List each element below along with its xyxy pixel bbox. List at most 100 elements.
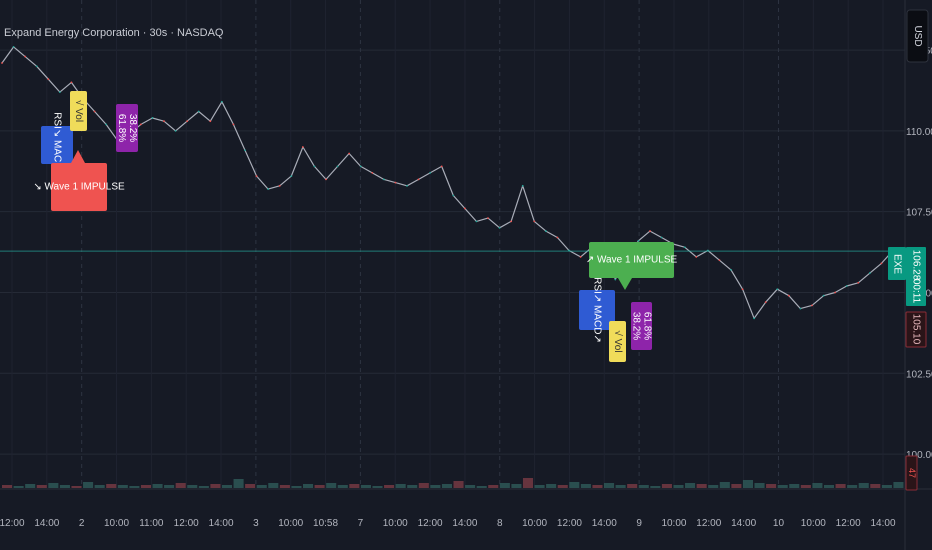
x-tick-label: 10:00 <box>801 518 826 529</box>
volume-bar <box>152 484 163 488</box>
volume-badge-label: 47 <box>907 468 917 478</box>
volume-bar <box>488 485 499 488</box>
price-point <box>544 230 547 232</box>
currency-button[interactable]: USD <box>906 9 929 63</box>
x-tick-label: 10:00 <box>661 518 686 529</box>
annotation-bg <box>609 321 626 362</box>
volume-bar <box>685 483 696 488</box>
annotation-box: √ Vol <box>70 91 87 131</box>
annotation-label: √ Vol <box>612 330 624 352</box>
y-tick-label: 107.50 <box>906 208 932 219</box>
price-point <box>753 317 756 320</box>
price-point <box>93 110 96 113</box>
x-tick-label: 14:00 <box>592 518 617 529</box>
price-point <box>151 117 154 119</box>
x-tick-label: 12:00 <box>836 518 861 529</box>
price-point <box>336 165 339 168</box>
price-point <box>868 272 871 274</box>
price-point <box>614 278 617 281</box>
volume-bar <box>673 485 684 488</box>
annotation-box: ↘ Wave 1 IMPULSE <box>33 163 125 211</box>
volume-bar <box>233 479 244 488</box>
price-point <box>35 65 38 68</box>
volume-bar <box>430 485 441 488</box>
volume-bar <box>754 483 765 488</box>
x-tick-label: 10:00 <box>383 518 408 529</box>
volume-bar <box>314 485 325 488</box>
x-tick-label: 14:00 <box>870 518 895 529</box>
volume-bar <box>800 485 811 488</box>
volume-bar <box>349 484 360 488</box>
volume-bar <box>384 485 395 488</box>
price-point <box>556 236 559 239</box>
volume-bars <box>2 478 904 488</box>
price-point <box>174 129 177 132</box>
volume-bar <box>453 481 464 488</box>
x-tick-label: 10:00 <box>104 518 129 529</box>
price-point <box>394 181 397 184</box>
price-point <box>186 120 189 123</box>
price-point <box>683 246 686 249</box>
volume-bar <box>650 486 661 488</box>
volume-bar <box>71 486 82 488</box>
price-point <box>290 175 293 178</box>
price-point <box>498 226 501 229</box>
volume-bar <box>2 485 13 488</box>
price-point <box>521 184 524 187</box>
price-point <box>440 165 443 168</box>
y-tick-label: 102.50 <box>906 369 932 380</box>
volume-bar <box>546 484 557 488</box>
price-point <box>232 123 235 126</box>
volume-bar <box>221 485 233 488</box>
price-point <box>764 301 767 304</box>
x-tick-label: 3 <box>253 518 259 529</box>
volume-bar <box>164 485 175 488</box>
annotation-label: √ Vol <box>73 100 85 122</box>
current-price-badge <box>906 247 926 306</box>
price-point <box>741 288 744 291</box>
price-point <box>579 256 582 258</box>
annotation-bg <box>116 104 138 152</box>
volume-bar <box>835 484 846 488</box>
price-point <box>649 230 651 232</box>
volume-bar <box>766 484 777 488</box>
price-point <box>58 91 61 94</box>
volume-bar <box>881 485 892 488</box>
currency-label[interactable]: USD <box>912 25 923 46</box>
price-point <box>278 184 281 187</box>
price-point <box>834 291 837 294</box>
x-tick-label: 14:00 <box>452 518 477 529</box>
volume-bar <box>59 485 70 488</box>
price-point <box>845 285 848 287</box>
volume-bar <box>476 486 487 488</box>
x-tick-label: 10 <box>773 518 785 529</box>
volume-bar <box>187 485 198 488</box>
secondary-price-label: 105.10 <box>910 314 921 345</box>
price-point <box>510 220 513 223</box>
volume-bar <box>360 485 371 488</box>
price-point <box>24 55 27 58</box>
volume-bar <box>731 484 742 488</box>
annotation-bg <box>70 91 87 131</box>
price-point <box>163 120 165 123</box>
volume-bar <box>499 483 510 488</box>
price-point <box>857 281 860 284</box>
price-point <box>880 262 883 265</box>
price-point <box>695 256 698 258</box>
annotation-box: RSI↗ MACD↗ <box>579 277 615 343</box>
countdown-label: 00:11 <box>910 279 921 304</box>
y-tick-label: 110.00 <box>906 127 932 138</box>
annotation-bg <box>631 302 652 350</box>
annotation-bg <box>51 163 107 211</box>
volume-badge <box>905 455 918 491</box>
annotation-box: RSI↘ MACD↘ <box>41 112 73 178</box>
current-price-label: 106.28 <box>910 250 921 281</box>
x-tick-label: 12:00 <box>557 518 582 529</box>
x-tick-label: 12:00 <box>696 518 721 529</box>
volume-bar <box>847 485 858 488</box>
volume-bar <box>789 484 800 488</box>
price-point <box>313 165 316 168</box>
